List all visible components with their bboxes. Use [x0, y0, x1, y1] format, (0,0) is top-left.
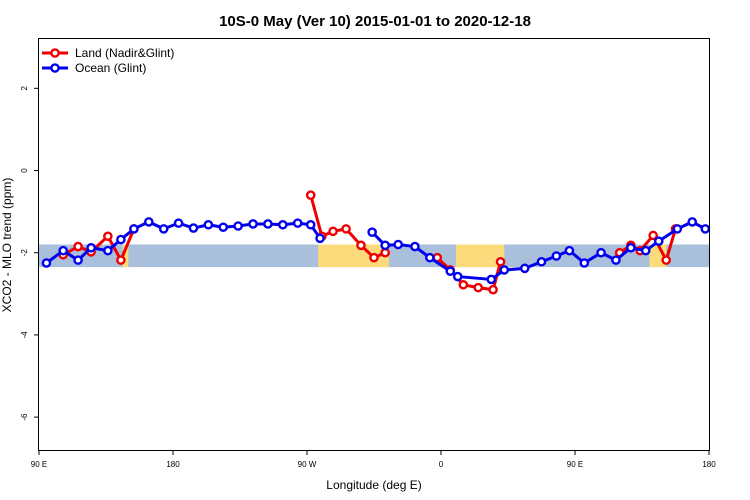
ocean-series-line [371, 220, 706, 281]
ocean-data-point [278, 219, 288, 230]
y-axis-label: XCO2 - MLO trend (ppm) [0, 178, 14, 313]
ocean-data-point [653, 236, 664, 247]
ocean-data-point [640, 245, 651, 256]
ocean-data-point [700, 224, 711, 234]
ocean-data-point [116, 234, 126, 245]
ocean-data-point [173, 218, 184, 228]
land-data-point [495, 256, 506, 267]
ocean-data-point [41, 258, 52, 268]
ocean-data-point [292, 218, 303, 228]
ocean-data-point [248, 219, 258, 229]
ocean-data-point [410, 241, 420, 252]
land-data-point [661, 255, 671, 265]
plot-frame [38, 38, 710, 451]
ocean-data-point [86, 242, 96, 253]
ocean-data-point [315, 233, 325, 244]
x-tick-label: 180 [166, 460, 180, 469]
legend-swatch-marker [50, 63, 60, 73]
legend-swatch-marker [50, 48, 60, 58]
x-tick-label: 0 [439, 460, 444, 469]
land-data-point [73, 241, 83, 252]
x-tick-label: 90 W [298, 460, 317, 469]
land-data-point [305, 190, 316, 200]
legend-label: Land (Nadir&Glint) [75, 46, 174, 60]
ocean-data-point [499, 265, 510, 275]
land-data-point [341, 224, 351, 234]
ocean-data-point [393, 239, 403, 250]
ocean-data-point [263, 219, 273, 229]
ocean-data-point [564, 245, 575, 256]
ocean-data-point [579, 258, 590, 268]
x-tick-label: 90 E [567, 460, 583, 469]
y-tick-label: -4 [20, 331, 29, 339]
ocean-data-point [596, 247, 606, 258]
land-data-point [356, 240, 366, 251]
land-data-point [380, 247, 390, 258]
ocean-data-point [452, 271, 463, 282]
y-tick-label: -6 [20, 413, 29, 421]
ocean-data-point [551, 251, 562, 261]
ocean-data-point [672, 224, 683, 234]
ocean-data-point [218, 222, 229, 233]
x-tick-label: 90 E [31, 460, 47, 469]
y-tick-label: 2 [20, 86, 29, 91]
land-patch [122, 244, 129, 268]
y-tick-label: 0 [20, 168, 29, 173]
ocean-data-point [445, 266, 456, 277]
ocean-data-point [626, 242, 636, 253]
land-data-point [473, 282, 484, 293]
ocean-data-point [203, 219, 214, 230]
ocean-data-point [380, 240, 390, 251]
ocean-data-point [305, 219, 316, 230]
land-patch [455, 244, 505, 268]
y-tick-label: -2 [20, 249, 29, 257]
land-data-point [648, 230, 658, 241]
ocean-data-point [73, 255, 83, 265]
legend-label: Ocean (Glint) [75, 61, 146, 75]
land-data-point [488, 284, 498, 295]
x-tick-label: 180 [702, 460, 716, 469]
ocean-data-point [158, 224, 169, 234]
land-data-point [116, 255, 126, 265]
ocean-data-point [536, 256, 547, 267]
land-data-point [458, 279, 469, 290]
ocean-data-point [519, 263, 530, 274]
ocean-data-point [129, 224, 139, 234]
x-axis-label: Longitude (deg E) [326, 478, 421, 492]
ocean-data-point [188, 223, 199, 233]
ocean-data-point [611, 255, 621, 265]
ocean-data-point [103, 245, 113, 256]
ocean-data-point [486, 274, 497, 285]
ocean-data-point [687, 217, 698, 227]
ocean-data-point [233, 221, 243, 231]
land-data-point [369, 252, 379, 263]
land-data-point [103, 231, 113, 242]
chart-title: 10S-0 May (Ver 10) 2015-01-01 to 2020-12… [219, 13, 531, 30]
ocean-data-point [144, 217, 154, 227]
legend: Land (Nadir&Glint)Ocean (Glint) [42, 46, 174, 75]
ocean-data-point [367, 227, 377, 237]
ocean-data-point [425, 252, 435, 263]
land-data-point [328, 226, 338, 237]
ocean-data-point [58, 245, 68, 256]
